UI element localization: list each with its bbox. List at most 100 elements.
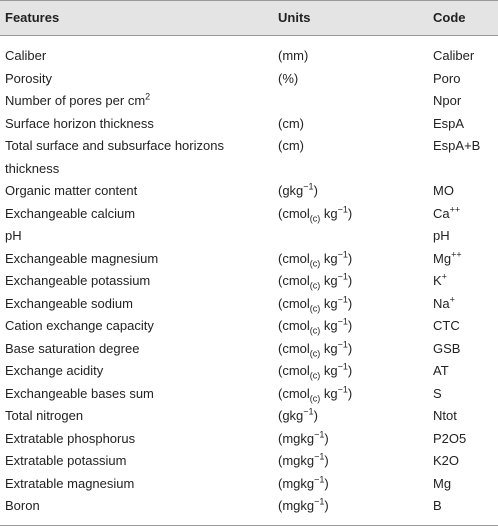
table-row: Number of pores per cm2 Npor (0, 90, 498, 113)
subscript: (c) (309, 213, 321, 224)
superscript: −1 (303, 181, 314, 192)
subscript: (c) (309, 258, 321, 269)
cell-text: MO (433, 183, 454, 198)
table-cell: Extratable potassium (0, 450, 278, 473)
cell-text: (mgkg (278, 453, 315, 468)
cell-text: Ntot (433, 408, 457, 423)
table-cell: (gkg−1) (278, 180, 433, 203)
cell-text: (gkg (278, 408, 304, 423)
table-cell: S (433, 383, 498, 406)
cell-text: ) (313, 408, 318, 423)
cell-text: kg (320, 295, 338, 311)
cell-text: (gkg (278, 183, 304, 198)
table-cell: (cm) (278, 135, 433, 180)
superscript: −1 (337, 271, 348, 282)
cell-text: EspA+B (433, 138, 481, 153)
table-cell: Extratable magnesium (0, 473, 278, 496)
cell-text: Extratable potassium (5, 453, 127, 468)
table-cell: (%) (278, 68, 433, 91)
table-cell: K+ (433, 270, 498, 293)
superscript: −1 (337, 384, 348, 395)
cell-text: Base saturation degree (5, 340, 140, 356)
table-cell: Caliber (0, 45, 278, 68)
superscript: 2 (145, 91, 151, 102)
superscript: + (441, 271, 447, 282)
cell-text: ) (313, 183, 318, 198)
cell-text: Exchangeable sodium (5, 295, 133, 311)
table-row: Extratable phosphorus (mgkg−1) P2O5 (0, 428, 498, 451)
cell-text: Mg (433, 250, 452, 266)
cell-text: (mgkg (278, 475, 315, 491)
superscript: −1 (337, 204, 348, 215)
superscript: −1 (314, 451, 325, 462)
superscript: −1 (314, 429, 325, 440)
header-row: Features Units Code (0, 1, 498, 36)
table-cell: Exchangeable potassium (0, 270, 278, 293)
header-cell: Code (433, 10, 466, 25)
cell-text: kg (320, 205, 338, 221)
table-cell: (mgkg−1) (278, 473, 433, 496)
cell-text: (cmol (278, 250, 310, 266)
table-cell: Exchangeable calcium (0, 203, 278, 226)
cell-text: Organic matter content (5, 183, 138, 198)
cell-text: ) (324, 453, 329, 468)
cell-text: Npor (433, 93, 462, 108)
table-row: Exchange acidity (cmol(c) kg−1) AT (0, 360, 498, 383)
table-cell: P2O5 (433, 428, 498, 451)
subscript: (c) (309, 280, 321, 291)
cell-text: ) (347, 340, 353, 356)
cell-text: Mg (433, 475, 452, 491)
table-cell: Exchangeable sodium (0, 293, 278, 316)
table-cell: (mgkg−1) (278, 495, 433, 518)
superscript: −1 (337, 249, 348, 260)
cell-text: ) (347, 318, 353, 333)
cell-text: pH (5, 228, 22, 243)
cell-text: ) (347, 205, 353, 221)
table-row: Surface horizon thickness (cm) EspA (0, 113, 498, 136)
table-cell: EspA+B (433, 135, 498, 180)
table-cell: Exchangeable magnesium (0, 248, 278, 271)
cell-text: AT (433, 363, 449, 378)
table-cell: Na+ (433, 293, 498, 316)
subscript: (c) (309, 348, 321, 359)
cell-text: K2O (433, 453, 460, 468)
cell-text: Exchangeable bases sum (5, 385, 154, 401)
cell-text: (cm) (278, 138, 304, 153)
cell-text: Cation exchange capacity (5, 318, 154, 333)
table-cell: Surface horizon thickness (0, 113, 278, 136)
header-cell: Units (278, 10, 311, 25)
cell-text: kg (320, 250, 338, 266)
cell-text: GSB (433, 340, 461, 356)
table-cell: (cmol(c) kg−1) (278, 315, 433, 338)
cell-text: kg (320, 363, 338, 378)
table-cell: K2O (433, 450, 498, 473)
cell-text: Total nitrogen (5, 408, 84, 423)
subscript: (c) (309, 325, 321, 336)
cell-text: Ca (433, 205, 450, 221)
table-cell: Poro (433, 68, 498, 91)
table-cell: Total nitrogen (0, 405, 278, 428)
table-cell: (mm) (278, 45, 433, 68)
table-cell: Porosity (0, 68, 278, 91)
cell-text: (cmol (278, 295, 310, 311)
table-cell: (cmol(c) kg−1) (278, 383, 433, 406)
table-cell (278, 90, 433, 113)
table-cell: Number of pores per cm2 (0, 90, 278, 113)
table-cell: Organic matter content (0, 180, 278, 203)
table-row: Cation exchange capacity (cmol(c) kg−1) CT… (0, 315, 498, 338)
superscript: −1 (303, 406, 314, 417)
table-cell: (cmol(c) kg−1) (278, 293, 433, 316)
cell-text: Caliber (5, 48, 47, 63)
table-cell: Total surface and subsurface horizons th… (0, 135, 278, 180)
cell-text: Extratable magnesium (5, 475, 135, 491)
superscript: + (449, 294, 455, 305)
table-cell: Npor (433, 90, 498, 113)
table-body: Caliber (mm) Caliber Porosity (%) Poro Number … (0, 36, 498, 518)
subscript: (c) (309, 303, 321, 314)
table-cell: Base saturation degree (0, 338, 278, 361)
table-row: Organic matter content (gkg−1) MO (0, 180, 498, 203)
cell-text: Surface horizon thickness (5, 115, 154, 131)
table-cell: Mg (433, 473, 498, 496)
cell-text: Poro (433, 70, 461, 86)
